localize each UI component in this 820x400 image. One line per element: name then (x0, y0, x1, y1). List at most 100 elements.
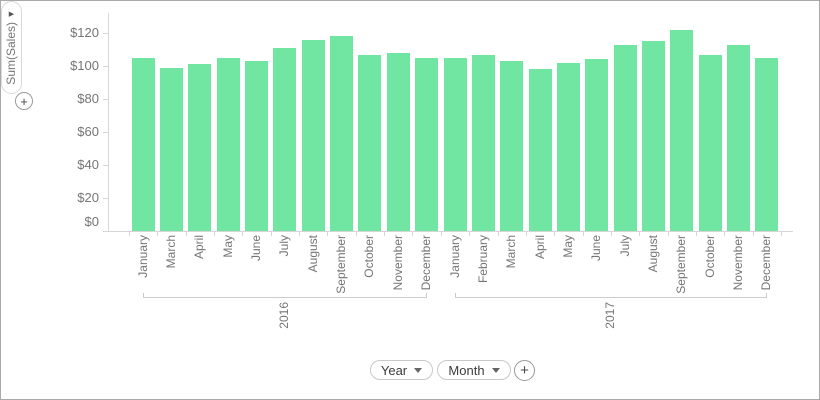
x-axis-month-label: October (702, 235, 717, 278)
add-dimension-button[interactable]: + (514, 360, 535, 381)
x-axis-month-label: June (248, 235, 263, 262)
chart-bar-2016-november[interactable] (386, 52, 410, 231)
chart-bar-2016-october[interactable] (358, 54, 382, 231)
x-axis-month-label: December (419, 235, 434, 291)
year-group-label: 2017 (603, 302, 618, 329)
measure-pill[interactable]: ▶ Sum(Sales) (1, 1, 22, 94)
x-axis-tick (299, 231, 300, 236)
chart-bar-2016-january[interactable] (131, 57, 155, 232)
year-dimension-button[interactable]: Year (370, 360, 433, 380)
plus-icon: + (520, 362, 529, 379)
chart-bar-2017-december[interactable] (755, 57, 779, 232)
caret-down-icon (491, 367, 500, 373)
x-axis-tick (696, 231, 697, 236)
x-axis-tick (724, 231, 726, 236)
x-axis-month-label: August (646, 235, 660, 273)
x-axis-tick (128, 231, 130, 236)
chart-bar-2017-april[interactable] (528, 69, 552, 231)
chart-bar-2016-december[interactable] (415, 57, 439, 232)
y-axis-tick (103, 33, 108, 34)
y-axis-tick-label: $80 (77, 91, 99, 106)
year-group-label: 2016 (277, 302, 292, 329)
x-axis-month-label: January (447, 235, 462, 278)
chart-bar-2017-july[interactable] (613, 44, 637, 231)
x-axis-tick (582, 231, 584, 236)
chart-bar-2016-september[interactable] (330, 36, 353, 231)
chart-bar-2016-march[interactable] (159, 67, 183, 231)
x-axis-month-label: July (277, 235, 292, 257)
y-axis-tick (103, 165, 108, 166)
x-axis-month-label: December (759, 235, 774, 291)
x-axis-tick (639, 231, 641, 236)
x-axis-tick (667, 231, 669, 236)
chart-bar-2017-june[interactable] (585, 59, 609, 231)
y-axis-tick (103, 66, 108, 67)
add-measure-button[interactable]: + (15, 92, 33, 110)
month-dimension-label: Month (448, 362, 485, 378)
chart-bar-2016-july[interactable] (273, 47, 297, 231)
chart-bar-2017-february[interactable] (471, 54, 495, 231)
y-axis-tick-label: $0 (84, 214, 99, 229)
x-axis-tick (355, 231, 357, 236)
chart-bar-2017-january[interactable] (443, 57, 467, 232)
x-axis-tick (270, 231, 272, 236)
chart-bar-2017-october[interactable] (698, 54, 722, 231)
x-axis-tick (525, 231, 527, 236)
y-axis-tick (103, 198, 108, 199)
x-axis-month-label: August (305, 235, 320, 273)
chart-bar-2017-september[interactable] (670, 29, 694, 231)
y-axis-tick-label: $120 (70, 25, 99, 40)
x-axis-tick (412, 231, 414, 236)
x-axis-month-label: May (220, 235, 235, 258)
expand-arrow-icon: ▶ (8, 11, 15, 18)
x-axis-tick (781, 231, 783, 236)
x-axis-tick (440, 231, 442, 236)
chart-bar-2017-may[interactable] (556, 62, 580, 231)
y-axis-line (108, 13, 109, 231)
x-axis-tick (327, 231, 329, 236)
x-axis-month-label: April (192, 235, 207, 260)
x-axis-tick (469, 231, 471, 236)
x-axis-month-label: June (589, 235, 604, 262)
caret-down-icon (414, 367, 423, 373)
x-axis-month-label: November (390, 235, 405, 291)
y-axis-tick-label: $40 (77, 157, 99, 172)
x-axis-month-label: July (617, 235, 632, 257)
x-axis-month-label: September (674, 235, 689, 294)
y-axis-tick (103, 231, 108, 232)
chart-bar-2017-november[interactable] (727, 44, 751, 231)
plus-icon: + (20, 93, 28, 109)
x-axis-month-label: March (504, 235, 519, 269)
chart-bar-2016-august[interactable] (301, 39, 325, 231)
x-axis-month-label: November (731, 235, 746, 291)
x-axis-tick (185, 231, 187, 236)
x-axis-tick (497, 231, 499, 236)
month-dimension-button[interactable]: Month (437, 360, 511, 380)
y-axis-tick (103, 132, 108, 133)
x-axis-tick (157, 231, 159, 236)
x-axis-tick (213, 231, 215, 236)
x-axis-month-label: April (532, 235, 547, 260)
chart-bar-2016-april[interactable] (188, 64, 212, 231)
x-axis-tick (610, 231, 612, 236)
y-axis-tick-label: $100 (70, 58, 99, 73)
x-axis-month-label: February (475, 235, 490, 284)
chart-bar-2016-june[interactable] (244, 61, 268, 231)
x-axis-tick (384, 231, 386, 236)
x-axis-month-label: May (560, 235, 575, 258)
x-axis-month-label: October (362, 235, 377, 278)
x-axis-tick (752, 231, 754, 236)
chart-bar-2017-march[interactable] (500, 61, 524, 231)
x-axis-month-label: January (135, 235, 150, 278)
chart-bar-2016-may[interactable] (216, 57, 240, 232)
x-axis-tick (242, 231, 244, 236)
y-axis-tick-label: $60 (77, 124, 99, 139)
x-axis-line (108, 231, 793, 232)
x-axis-month-label: September (334, 235, 348, 294)
year-dimension-label: Year (380, 362, 408, 378)
year-group-bracket (455, 293, 767, 298)
y-axis-tick-label: $20 (77, 190, 99, 205)
chart-bar-2017-august[interactable] (642, 41, 665, 232)
